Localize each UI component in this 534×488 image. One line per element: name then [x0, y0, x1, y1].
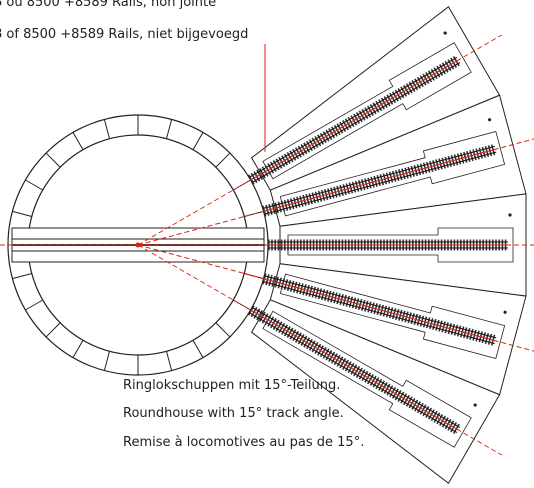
ring-division	[25, 179, 43, 191]
stall-pit	[262, 310, 472, 448]
ring-division	[12, 210, 32, 218]
ring-division	[45, 322, 61, 338]
axis-line	[137, 244, 502, 456]
geometry	[0, 6, 534, 484]
stall-dot	[473, 403, 477, 407]
ring-division	[12, 272, 32, 280]
caption-line: Ringlokschuppen mit 15°-Teilung.	[123, 378, 340, 393]
note-line: 8 of 8500 +8589 Rails, niet bijgevoegd	[0, 27, 248, 42]
stall-pit	[279, 131, 506, 217]
ring-division	[215, 322, 231, 338]
rail	[248, 312, 458, 434]
axis-line	[137, 34, 502, 246]
ring-division	[72, 340, 84, 358]
stall-dot	[487, 118, 492, 122]
ring-division	[215, 152, 231, 168]
rail	[262, 145, 495, 209]
stall-pit	[287, 227, 514, 263]
rail	[262, 281, 495, 345]
ring-division	[103, 119, 111, 139]
note-line: 8 ou 8500 +8589 Rails, non jointe	[0, 0, 216, 10]
stall-dot	[503, 310, 507, 314]
ring-division	[192, 132, 204, 150]
ring-division	[165, 351, 173, 371]
caption-line: Roundhouse with 15° track angle.	[123, 406, 344, 421]
rail	[248, 56, 458, 178]
stall-pit	[279, 273, 506, 359]
stall-dot	[443, 31, 447, 35]
rail	[264, 151, 497, 215]
stall-dot	[508, 213, 512, 217]
rail	[251, 306, 461, 428]
ring-division	[72, 132, 84, 150]
ring-division	[103, 351, 111, 371]
ring-division	[45, 152, 61, 168]
axis-line	[137, 244, 534, 352]
ring-division	[165, 119, 173, 139]
caption-line: Remise à locomotives au pas de 15°.	[123, 435, 364, 450]
ring-division	[25, 299, 43, 311]
ring-division	[192, 340, 204, 358]
axis-line	[137, 138, 534, 246]
rail	[264, 275, 497, 339]
rail	[251, 62, 461, 184]
stall-pit	[262, 42, 472, 180]
